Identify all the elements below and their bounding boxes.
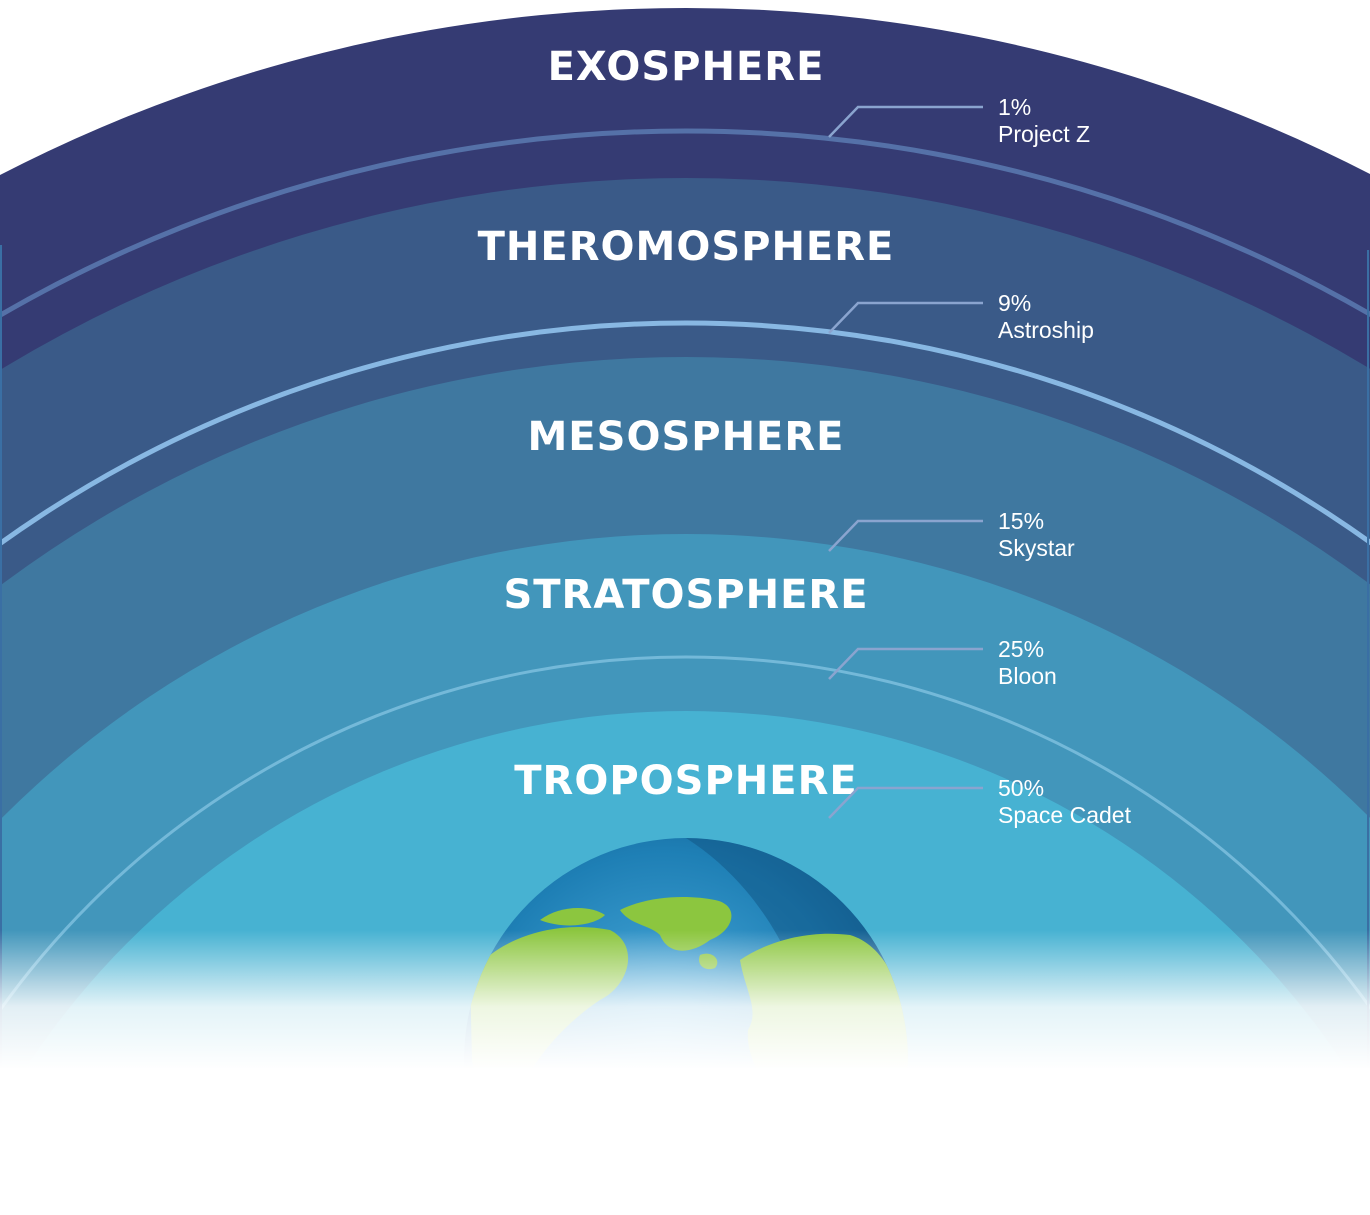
- callout-leader-2: [828, 301, 983, 334]
- callout-percent-3: 15%: [998, 508, 1044, 534]
- thermosphere-boundary-ring: [0, 320, 1370, 547]
- callout-leader-4: [828, 647, 983, 680]
- callout-label-5: Space Cadet: [998, 802, 1132, 828]
- callout-percent-5: 50%: [998, 775, 1044, 801]
- layer-title-stratosphere: STRATOSPHERE: [503, 572, 868, 618]
- layer-title-troposphere: TROPOSPHERE: [514, 758, 857, 804]
- stratosphere-boundary-ring: [0, 655, 1370, 1013]
- callout-percent-4: 25%: [998, 636, 1044, 662]
- callout-leader-5: [828, 786, 983, 819]
- callout-label-1: Project Z: [998, 121, 1090, 147]
- bottom-white-base: [0, 1068, 1370, 1215]
- layer-title-mesosphere: MESOSPHERE: [528, 414, 845, 460]
- callout-label-3: Skystar: [998, 535, 1075, 561]
- bottom-fade: [0, 930, 1370, 1070]
- layer-title-exosphere: EXOSPHERE: [548, 44, 825, 90]
- callout-label-2: Astroship: [998, 317, 1094, 343]
- layer-title-thermosphere: THEROMOSPHERE: [478, 224, 895, 270]
- exosphere-boundary-ring: [0, 128, 1370, 319]
- callout-leader-3: [828, 519, 983, 552]
- callout-percent-2: 9%: [998, 290, 1031, 316]
- callout-leader-1: [828, 105, 983, 138]
- callout-label-4: Bloon: [998, 663, 1057, 689]
- callout-percent-1: 1%: [998, 94, 1031, 120]
